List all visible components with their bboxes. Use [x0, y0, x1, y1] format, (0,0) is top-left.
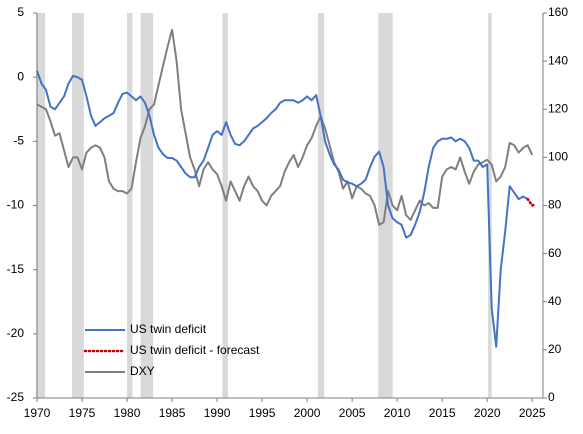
x-tick-label: 2015: [429, 406, 456, 420]
y-tick-label: -10: [7, 198, 25, 212]
x-tick-label: 1970: [24, 406, 51, 420]
x-tick-label: 1975: [69, 406, 96, 420]
y2-tick-label: 100: [548, 150, 568, 164]
y-tick-label: -25: [7, 390, 25, 404]
legend-label: DXY: [130, 364, 155, 378]
x-tick-label: 2010: [384, 406, 411, 420]
y2-tick-label: 160: [548, 5, 568, 19]
x-tick-label: 1995: [249, 406, 276, 420]
series-line: [36, 28, 534, 226]
y2-tick-label: 140: [548, 53, 568, 67]
x-tick-label: 2025: [519, 406, 546, 420]
y-tick-label: -5: [13, 134, 24, 148]
legend-label: US twin deficit: [130, 322, 207, 336]
legend-label: US twin deficit - forecast: [130, 343, 260, 357]
x-tick-label: 1990: [204, 406, 231, 420]
series-line: [36, 70, 529, 348]
series-line: [526, 197, 537, 207]
shaded-period: [36, 13, 46, 398]
shaded-period: [488, 13, 492, 398]
y2-tick-label: 20: [548, 342, 562, 356]
x-tick-label: 2000: [294, 406, 321, 420]
x-tick-label: 2005: [339, 406, 366, 420]
y2-tick-label: 120: [548, 101, 568, 115]
y2-tick-label: 0: [548, 390, 555, 404]
y-tick-label: -20: [7, 326, 25, 340]
x-tick-label: 2020: [474, 406, 501, 420]
shaded-period: [317, 13, 325, 398]
y2-tick-label: 40: [548, 294, 562, 308]
y-tick-label: 5: [17, 5, 24, 19]
shaded-period: [222, 13, 228, 398]
shaded-period: [140, 13, 154, 398]
shaded-period: [72, 13, 84, 398]
x-tick-label: 1985: [159, 406, 186, 420]
y2-tick-label: 60: [548, 246, 562, 260]
x-tick-label: 1980: [114, 406, 141, 420]
shaded-period: [127, 13, 133, 398]
y-tick-label: -15: [7, 262, 25, 276]
y2-tick-label: 80: [548, 198, 562, 212]
y-tick-label: 0: [17, 69, 24, 83]
